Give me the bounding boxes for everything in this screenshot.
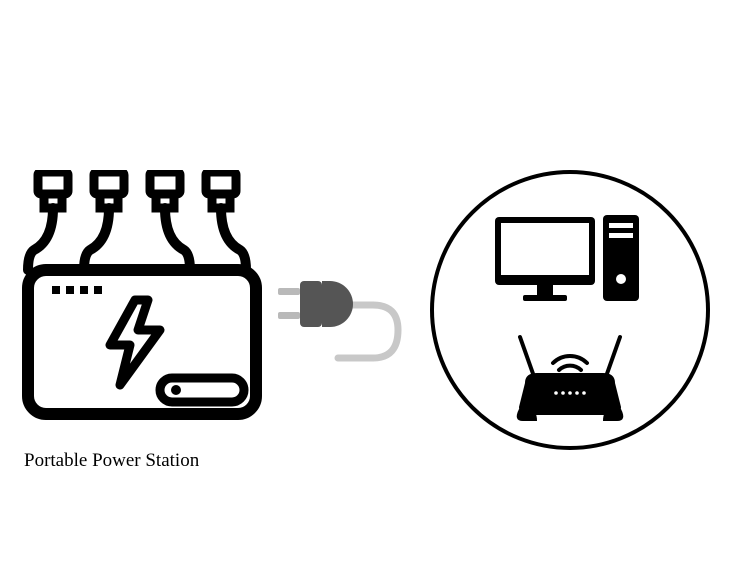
router-icon: [517, 337, 624, 421]
devices-circle: [425, 165, 715, 460]
power-station-icon: [20, 170, 268, 435]
plug-icon: [278, 278, 438, 383]
power-station-label: Portable Power Station: [24, 450, 199, 472]
computer-icon: [495, 215, 639, 301]
